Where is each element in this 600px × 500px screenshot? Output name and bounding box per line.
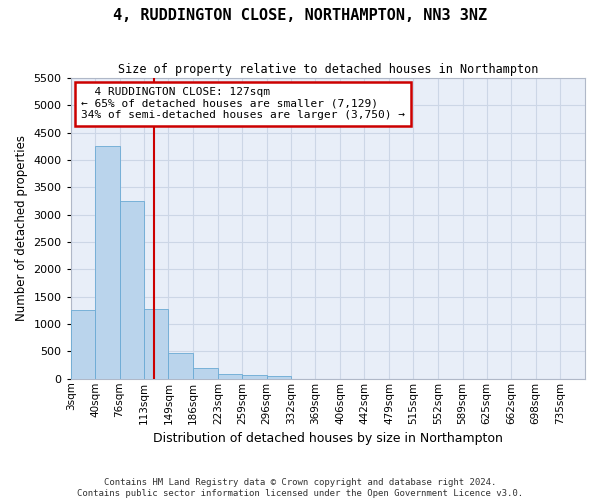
Text: Contains HM Land Registry data © Crown copyright and database right 2024.
Contai: Contains HM Land Registry data © Crown c… bbox=[77, 478, 523, 498]
Bar bbox=[218, 374, 242, 379]
Bar bbox=[266, 376, 291, 379]
X-axis label: Distribution of detached houses by size in Northampton: Distribution of detached houses by size … bbox=[153, 432, 503, 445]
Y-axis label: Number of detached properties: Number of detached properties bbox=[15, 136, 28, 322]
Text: 4 RUDDINGTON CLOSE: 127sqm  
← 65% of detached houses are smaller (7,129)
34% of: 4 RUDDINGTON CLOSE: 127sqm ← 65% of deta… bbox=[81, 87, 405, 120]
Bar bbox=[71, 310, 95, 379]
Bar bbox=[242, 376, 266, 379]
Text: 4, RUDDINGTON CLOSE, NORTHAMPTON, NN3 3NZ: 4, RUDDINGTON CLOSE, NORTHAMPTON, NN3 3N… bbox=[113, 8, 487, 22]
Bar bbox=[119, 201, 144, 379]
Bar bbox=[169, 352, 193, 379]
Bar bbox=[144, 309, 169, 379]
Bar bbox=[95, 146, 119, 379]
Bar bbox=[193, 368, 218, 379]
Title: Size of property relative to detached houses in Northampton: Size of property relative to detached ho… bbox=[118, 62, 538, 76]
